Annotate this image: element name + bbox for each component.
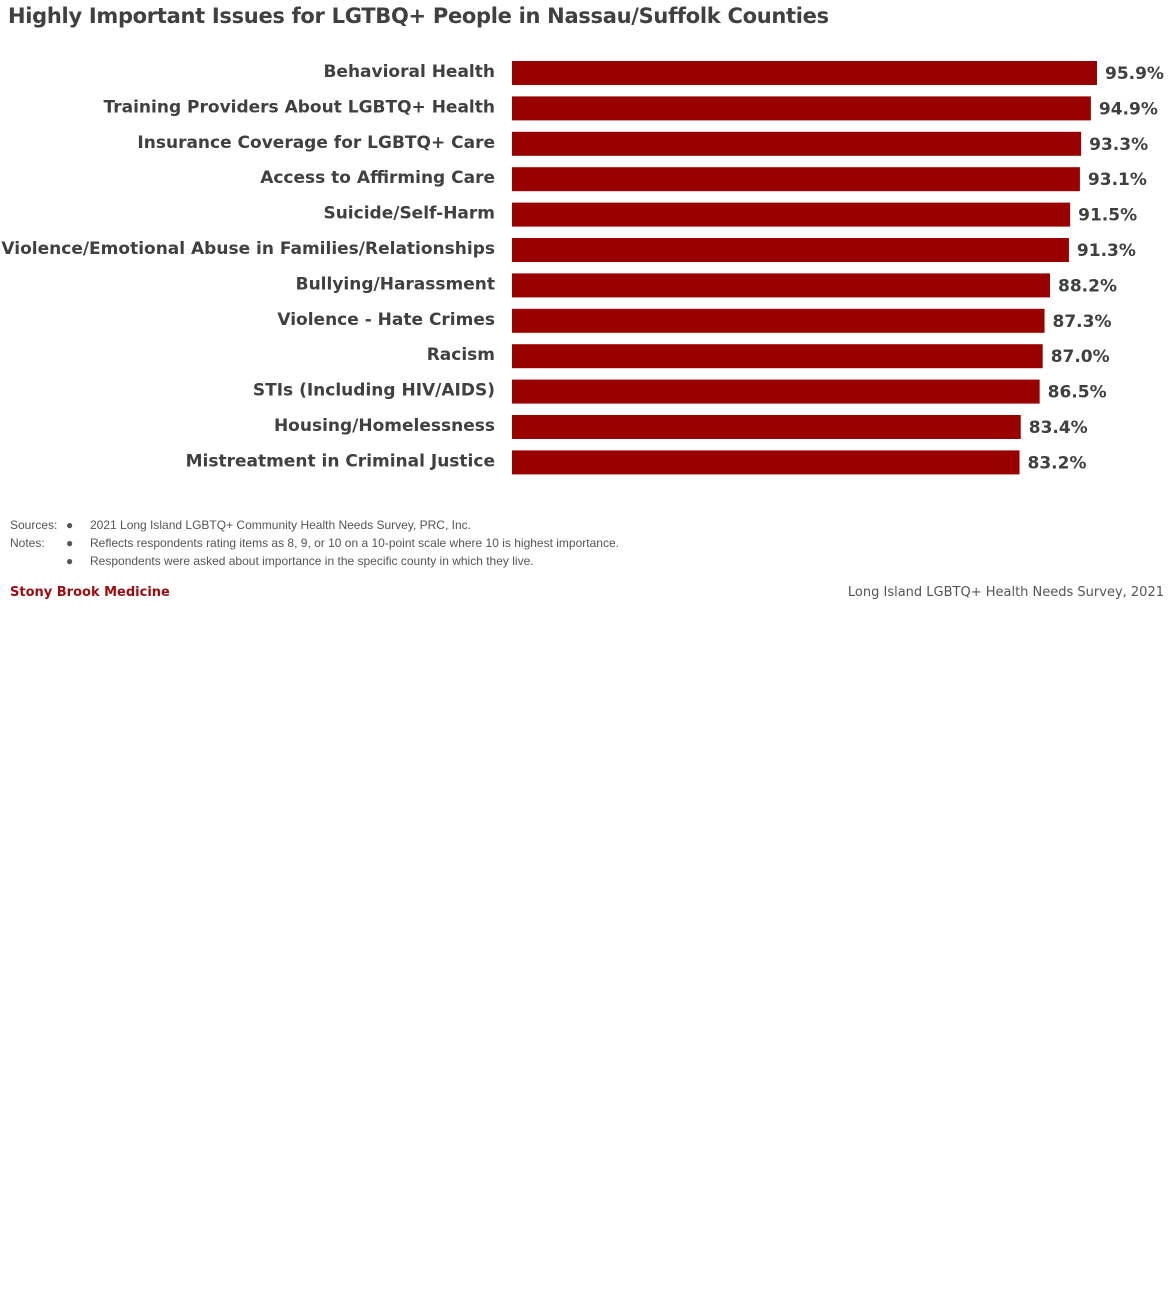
category-label: Racism	[427, 345, 495, 365]
survey-credit: Long Island LGBTQ+ Health Needs Survey, …	[847, 585, 1164, 600]
chart-notes: Sources: ● 2021 Long Island LGBTQ+ Commu…	[10, 516, 619, 570]
bar	[512, 344, 1043, 369]
value-label: 83.2%	[1028, 453, 1087, 473]
bar	[512, 273, 1051, 298]
note-text-2: Respondents were asked about importance …	[90, 554, 534, 568]
category-label: Housing/Homelessness	[274, 416, 495, 436]
category-label: Behavioral Health	[323, 62, 495, 82]
bullet-icon: ●	[66, 536, 74, 550]
value-label: 95.9%	[1105, 64, 1164, 84]
chart-title: Highly Important Issues for LGTBQ+ Peopl…	[8, 4, 829, 28]
bullet-icon: ●	[66, 518, 74, 532]
bar	[512, 131, 1082, 156]
category-label: Bullying/Harassment	[296, 274, 495, 294]
category-label: Insurance Coverage for LGBTQ+ Care	[137, 133, 495, 153]
value-label: 88.2%	[1058, 276, 1117, 296]
sources-label: Sources:	[10, 518, 58, 532]
category-label: Violence - Hate Crimes	[277, 310, 495, 330]
notes-row: Notes: ● Reflects respondents rating ite…	[10, 534, 619, 552]
bar	[512, 61, 1097, 85]
category-label: Mistreatment in Criminal Justice	[186, 451, 495, 471]
value-label: 87.3%	[1053, 312, 1112, 332]
value-label: 91.5%	[1078, 206, 1137, 226]
brand-logo-text: Stony Brook Medicine	[10, 585, 170, 600]
category-label: Training Providers About LGBTQ+ Health	[104, 97, 495, 117]
value-label: 86.5%	[1048, 383, 1107, 403]
notes-row-2: ● Respondents were asked about importanc…	[10, 552, 619, 570]
value-label: 93.1%	[1088, 170, 1147, 190]
sources-row: Sources: ● 2021 Long Island LGBTQ+ Commu…	[10, 516, 619, 534]
bar	[512, 202, 1071, 227]
value-label: 93.3%	[1089, 135, 1148, 155]
bar	[512, 415, 1021, 439]
value-label: 83.4%	[1029, 418, 1088, 438]
bar	[512, 379, 1040, 404]
bullet-icon: ●	[66, 554, 74, 568]
value-label: 87.0%	[1051, 347, 1110, 367]
note-text-1: Reflects respondents rating items as 8, …	[90, 536, 619, 550]
bar	[512, 238, 1069, 262]
category-label: STIs (Including HIV/AIDS)	[253, 381, 495, 401]
category-label: Violence/Emotional Abuse in Families/Rel…	[1, 239, 495, 259]
source-text: 2021 Long Island LGBTQ+ Community Health…	[90, 518, 471, 532]
bar	[512, 308, 1045, 333]
category-label: Access to Affirming Care	[260, 168, 495, 188]
category-label: Suicide/Self-Harm	[323, 204, 495, 224]
bar	[512, 96, 1091, 121]
bar	[512, 450, 1020, 475]
value-label: 91.3%	[1077, 241, 1136, 261]
value-label: 94.9%	[1099, 99, 1158, 119]
notes-label: Notes:	[10, 536, 45, 550]
bar-chart: Behavioral Health 95.9% Training Providers…	[1, 61, 1164, 475]
bar	[512, 167, 1080, 192]
